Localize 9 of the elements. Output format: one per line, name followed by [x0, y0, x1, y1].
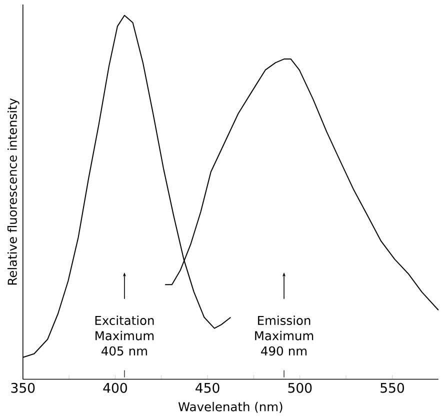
- x-axis-title: Wavelenath (nm): [178, 402, 282, 413]
- annotation: Emission Maximum 490 nm: [255, 315, 314, 356]
- x-tick-label: 450: [196, 382, 220, 393]
- annotation: Excitation Maximum 405 nm: [95, 315, 154, 356]
- x-tick-label: 350: [11, 382, 35, 393]
- x-tick-label: 550: [380, 382, 404, 393]
- x-tick-label: 400: [103, 382, 127, 393]
- y-axis-title: Relative fluorescence intensity: [7, 98, 20, 284]
- x-tick-label: 500: [288, 382, 312, 393]
